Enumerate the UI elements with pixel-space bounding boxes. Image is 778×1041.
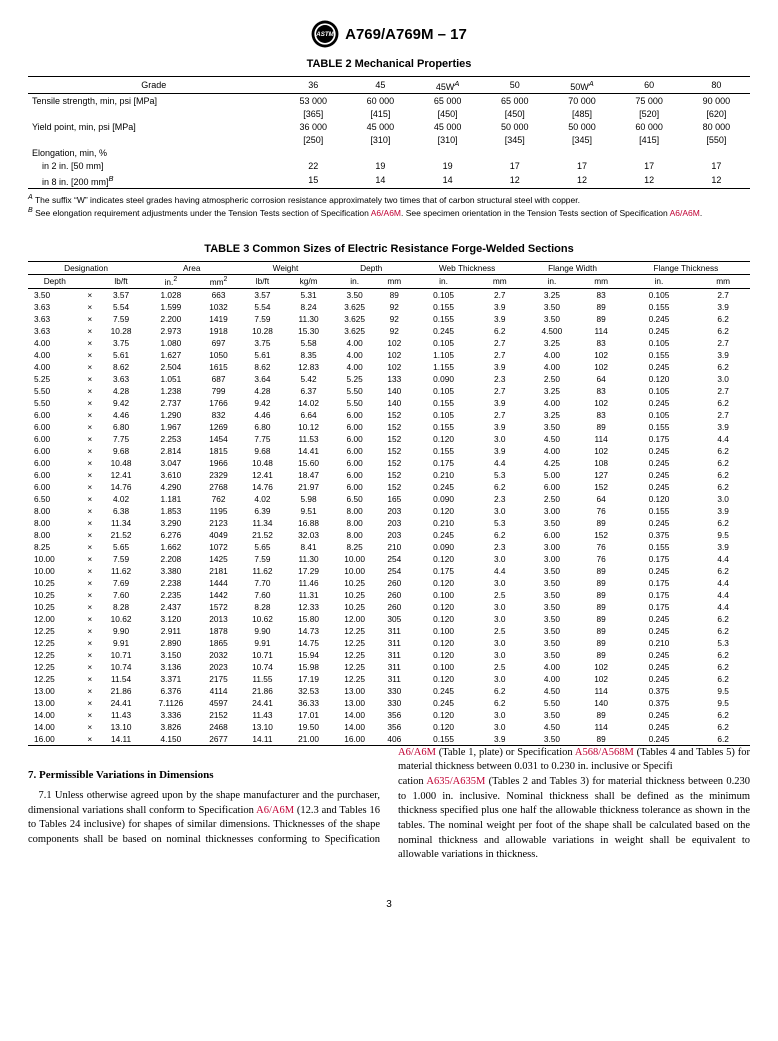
- table-row: 6.00×12.413.610232912.4118.476.001520.21…: [28, 469, 750, 481]
- table-row: 3.50×3.571.0286633.575.313.50890.1052.73…: [28, 288, 750, 301]
- table-row: 4.00×5.611.62710505.618.354.001021.1052.…: [28, 349, 750, 361]
- table-row: 4.00×3.751.0806973.755.584.001020.1052.7…: [28, 337, 750, 349]
- table-row: 5.50×4.281.2387994.286.375.501400.1052.7…: [28, 385, 750, 397]
- table-row: 13.00×21.866.376411421.8632.5313.003300.…: [28, 685, 750, 697]
- table-row: 12.25×9.912.89018659.9114.7512.253110.12…: [28, 637, 750, 649]
- table2-notes: A The suffix “W” indicates steel grades …: [28, 193, 750, 219]
- table-row: 8.25×5.651.66210725.658.418.252100.0902.…: [28, 541, 750, 553]
- table-row: 10.25×7.692.23814447.7011.4610.252600.12…: [28, 577, 750, 589]
- table-row: 6.00×14.764.290276814.7621.976.001520.24…: [28, 481, 750, 493]
- table-row: 3.63×7.592.20014197.5911.303.625920.1553…: [28, 313, 750, 325]
- table-row: 12.25×11.543.371217511.5517.1912.253110.…: [28, 673, 750, 685]
- link-a6-4[interactable]: A6/A6M: [398, 747, 436, 758]
- table-row: 3.63×10.282.973191810.2815.303.625920.24…: [28, 325, 750, 337]
- table2-title: TABLE 2 Mechanical Properties: [28, 58, 750, 70]
- doc-header: ASTM A769/A769M – 17: [28, 20, 750, 48]
- doc-number: A769/A769M – 17: [345, 26, 467, 43]
- table-row: 13.00×24.417.1126459724.4136.3313.003300…: [28, 697, 750, 709]
- grade-head: Grade: [28, 77, 280, 94]
- table-row: 6.00×10.483.047196610.4815.606.001520.17…: [28, 457, 750, 469]
- table2: Grade 36 45 45WA 50 50WA 60 80 Tensile s…: [28, 76, 750, 189]
- table-row: 4.00×8.622.50416158.6212.834.001021.1553…: [28, 361, 750, 373]
- astm-logo: ASTM: [311, 20, 339, 48]
- link-a6-3[interactable]: A6/A6M: [256, 805, 294, 816]
- table-row: 6.00×6.801.96712696.8010.126.001520.1553…: [28, 421, 750, 433]
- table-row: 14.00×13.103.826246813.1019.5014.003560.…: [28, 721, 750, 733]
- table-row: 12.00×10.623.120201310.6215.8012.003050.…: [28, 613, 750, 625]
- table-row: 3.63×5.541.59910325.548.243.625920.1553.…: [28, 301, 750, 313]
- body-text: 7. Permissible Variations in Dimensions …: [28, 746, 750, 864]
- link-a568[interactable]: A568/A568M: [575, 747, 634, 758]
- table-row: 6.50×4.021.1817624.025.986.501650.0902.3…: [28, 493, 750, 505]
- table-row: 12.25×10.713.150203210.7115.9412.253110.…: [28, 649, 750, 661]
- table-row: 8.00×6.381.85311956.399.518.002030.1203.…: [28, 505, 750, 517]
- table-row: 6.00×9.682.81418159.6814.416.001520.1553…: [28, 445, 750, 457]
- table-row: 6.00×7.752.25314547.7511.536.001520.1203…: [28, 433, 750, 445]
- link-a6[interactable]: A6/A6M: [371, 208, 401, 218]
- table-row: 12.25×9.902.91118789.9014.7312.253110.10…: [28, 625, 750, 637]
- table-row: 16.00×14.114.150267714.1121.0016.004060.…: [28, 733, 750, 746]
- section-7-head: 7. Permissible Variations in Dimensions: [28, 768, 380, 783]
- table-row: 10.25×8.282.43715728.2812.3310.252600.12…: [28, 601, 750, 613]
- table-row: 10.00×11.623.380218111.6217.2910.002540.…: [28, 565, 750, 577]
- page-number: 3: [28, 899, 750, 910]
- svg-text:ASTM: ASTM: [315, 31, 334, 38]
- link-a635[interactable]: A635/A635M: [426, 776, 485, 787]
- table-row: 5.25×3.631.0516873.645.425.251330.0902.3…: [28, 373, 750, 385]
- table3-title: TABLE 3 Common Sizes of Electric Resista…: [28, 243, 750, 255]
- table-row: 8.00×21.526.276404921.5232.038.002030.24…: [28, 529, 750, 541]
- table-row: 8.00×11.343.290212311.3416.888.002030.21…: [28, 517, 750, 529]
- table-row: 10.25×7.602.23514427.6011.3110.252600.10…: [28, 589, 750, 601]
- table3: DesignationAreaWeightDepthWeb ThicknessF…: [28, 261, 750, 746]
- table-row: 12.25×10.743.136202310.7415.9812.253110.…: [28, 661, 750, 673]
- table-row: 6.00×4.461.2908324.466.646.001520.1052.7…: [28, 409, 750, 421]
- table-row: 5.50×9.422.73717669.4214.025.501400.1553…: [28, 397, 750, 409]
- table-row: 14.00×11.433.336215211.4317.0114.003560.…: [28, 709, 750, 721]
- table-row: 10.00×7.592.20814257.5911.3010.002540.12…: [28, 553, 750, 565]
- link-a6-2[interactable]: A6/A6M: [670, 208, 700, 218]
